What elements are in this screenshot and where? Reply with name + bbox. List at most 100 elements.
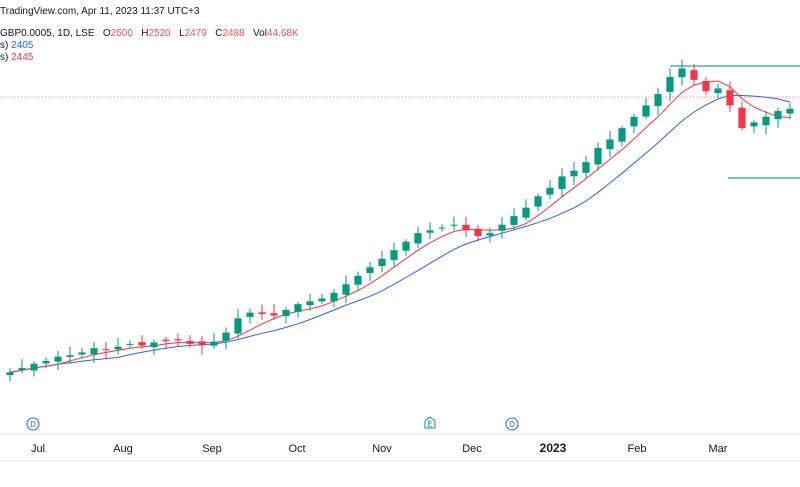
candle-body (486, 233, 494, 236)
candle-body (570, 170, 578, 177)
candle-body (42, 360, 50, 364)
symbol-info: GBP0.0005, 1D, LSE (0, 28, 95, 39)
candle-body (702, 80, 710, 92)
x-tick-nov: Nov (372, 443, 392, 455)
candle-body (390, 250, 398, 260)
candle-body (258, 312, 266, 315)
candle-body (582, 162, 590, 173)
candle-body (114, 346, 122, 350)
candle-body (750, 122, 758, 127)
candle-body (234, 318, 242, 334)
candle-body (690, 70, 698, 80)
badge-2-letter: E (427, 420, 432, 429)
candle-body (762, 116, 770, 126)
candle-body (78, 352, 86, 355)
candle-body (618, 128, 626, 142)
x-tick-oct: Oct (288, 443, 305, 455)
candle-body (174, 339, 182, 341)
candle-body (282, 309, 290, 316)
candle-body (330, 292, 338, 302)
candle-body (30, 363, 38, 371)
candle-body (294, 304, 302, 312)
earnings-badge[interactable]: E (424, 416, 436, 429)
candle-body (306, 301, 314, 306)
candle-body (414, 233, 422, 244)
ma-legend-slow: s) 2445 (0, 52, 33, 63)
ohlc-legend: GBP0.0005, 1D, LSE O2500 H2520 L2479 C24… (0, 28, 299, 39)
ma-fast-line (9, 80, 791, 373)
ma-legend-fast: s) 2405 (0, 40, 33, 51)
low-label: L (179, 28, 185, 39)
x-tick-aug: Aug (113, 443, 133, 455)
candle-body (318, 298, 326, 302)
candle-body (438, 227, 446, 229)
candle-body (138, 342, 146, 346)
candles-group (6, 59, 794, 382)
candle-body (150, 342, 158, 348)
close-label: C (215, 28, 223, 39)
close-value: 2488 (222, 28, 245, 39)
dividend-badge-1[interactable]: D (26, 417, 40, 431)
candle-body (162, 339, 170, 342)
ma-2-label: s) (0, 52, 9, 63)
x-tick-2023: 2023 (540, 441, 567, 455)
candle-body (594, 148, 602, 165)
candle-body (786, 108, 794, 114)
candle-body (666, 77, 674, 92)
candle-body (606, 139, 614, 150)
open-value: 2500 (110, 28, 133, 39)
candle-body (222, 332, 230, 341)
x-tick-jul: Jul (31, 443, 45, 455)
candle-body (54, 356, 62, 362)
candle-body (366, 267, 374, 274)
candle-body (342, 284, 350, 295)
candle-body (102, 349, 110, 351)
candle-body (714, 88, 722, 94)
high-label: H (141, 28, 149, 39)
candle-body (678, 68, 686, 78)
candle-body (522, 207, 530, 218)
high-value: 2520 (148, 28, 171, 39)
candle-body (534, 196, 542, 207)
candle-body (354, 275, 362, 285)
candle-body (654, 94, 662, 106)
ma-slow-line (9, 95, 791, 373)
badge-3-letter: D (509, 420, 515, 429)
candle-body (402, 241, 410, 251)
vol-value: 44.68K (266, 28, 299, 39)
badge-1-letter: D (30, 420, 36, 429)
candle-body (738, 107, 746, 129)
candle-body (726, 90, 734, 106)
candle-body (18, 368, 26, 370)
candle-body (642, 105, 650, 117)
candle-body (210, 341, 218, 346)
candle-body (558, 176, 566, 189)
candle-body (66, 355, 74, 357)
candle-body (498, 224, 506, 231)
dividend-badge-2[interactable]: D (505, 417, 519, 431)
ma-1-value: 2405 (11, 40, 34, 51)
candle-body (186, 340, 194, 344)
candle-body (246, 312, 254, 317)
candle-body (126, 343, 134, 345)
low-value: 2479 (184, 28, 207, 39)
x-tick-sep: Sep (202, 443, 222, 455)
candle-body (198, 341, 206, 346)
candle-body (6, 372, 14, 376)
candle-body (450, 224, 458, 226)
x-tick-mar: Mar (709, 443, 728, 455)
candle-body (462, 224, 470, 231)
candle-body (270, 313, 278, 316)
candle-body (546, 187, 554, 195)
vol-label: Vol (253, 28, 267, 39)
source-text: TradingView.com, Apr 11, 2023 11:37 UTC+… (0, 6, 200, 17)
ma-2-value: 2445 (11, 52, 34, 63)
source-line: TradingView.com, Apr 11, 2023 11:37 UTC+… (0, 6, 199, 17)
candle-body (630, 116, 638, 127)
candle-body (426, 230, 434, 233)
candle-body (474, 228, 482, 237)
x-tick-feb: Feb (628, 443, 647, 455)
candle-body (510, 216, 518, 225)
